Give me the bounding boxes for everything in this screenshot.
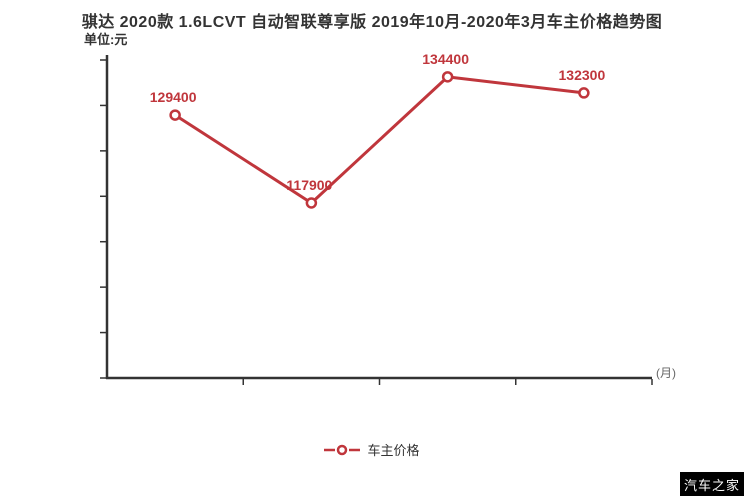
x-axis-unit-label: (月) xyxy=(656,366,676,380)
y-axis-unit-label: 单位:元 xyxy=(84,32,128,47)
data-label: 129400 xyxy=(150,89,197,105)
data-point[interactable] xyxy=(305,197,318,209)
data-point[interactable] xyxy=(578,87,590,99)
data-label: 117900 xyxy=(286,177,332,193)
legend-item-owner-price[interactable]: 车主价格 xyxy=(0,440,744,459)
chart-title: 骐达 2020款 1.6LCVT 自动智联尊享版 2019年10月-2020年3… xyxy=(81,14,663,31)
watermark-badge: 汽车之家 xyxy=(680,472,744,496)
series-line xyxy=(173,75,586,205)
data-label: 134400 xyxy=(422,51,469,67)
legend-marker-icon xyxy=(324,444,361,455)
data-point[interactable] xyxy=(169,109,181,121)
data-label: 132300 xyxy=(559,67,606,83)
data-point[interactable] xyxy=(441,71,454,83)
legend-label: 车主价格 xyxy=(367,443,420,458)
watermark-text: 汽车之家 xyxy=(683,477,740,493)
